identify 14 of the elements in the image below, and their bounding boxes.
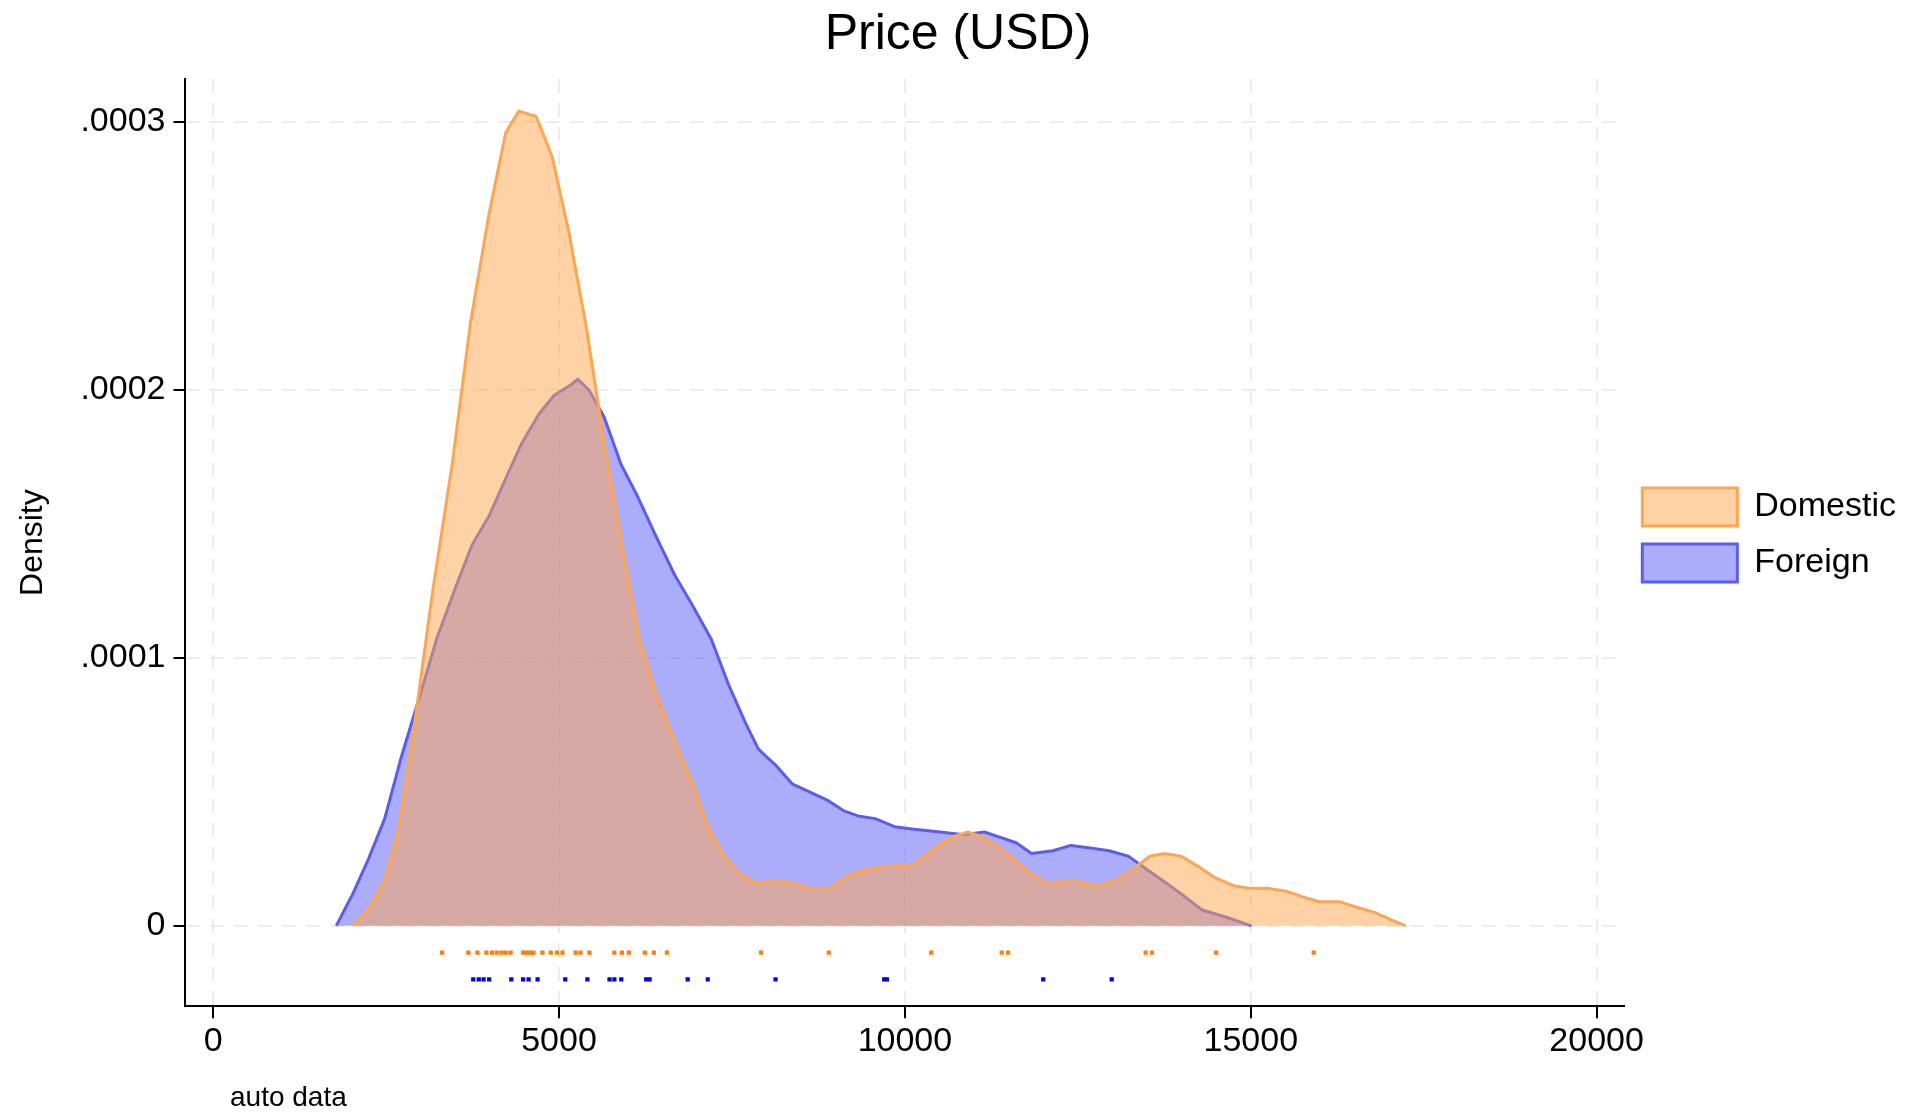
legend-label: Domestic — [1754, 485, 1897, 524]
text: auto data — [230, 1080, 348, 1112]
x-tick-label: 10000 — [857, 1019, 953, 1058]
y-tick-label: .0003 — [80, 100, 166, 139]
chart-title: Price (USD) — [824, 3, 1092, 60]
x-tick-label: 0 — [203, 1019, 223, 1058]
y-axis-title: Density — [13, 489, 50, 596]
y-tick-label: 0 — [146, 904, 166, 943]
y-tick-label: .0001 — [80, 636, 166, 675]
x-tick-label: 15000 — [1203, 1019, 1299, 1058]
x-tick-label: 5000 — [521, 1019, 597, 1058]
legend-label: Foreign — [1754, 541, 1870, 580]
x-tick-label: 20000 — [1549, 1019, 1644, 1058]
y-tick-label: .0002 — [80, 368, 166, 407]
